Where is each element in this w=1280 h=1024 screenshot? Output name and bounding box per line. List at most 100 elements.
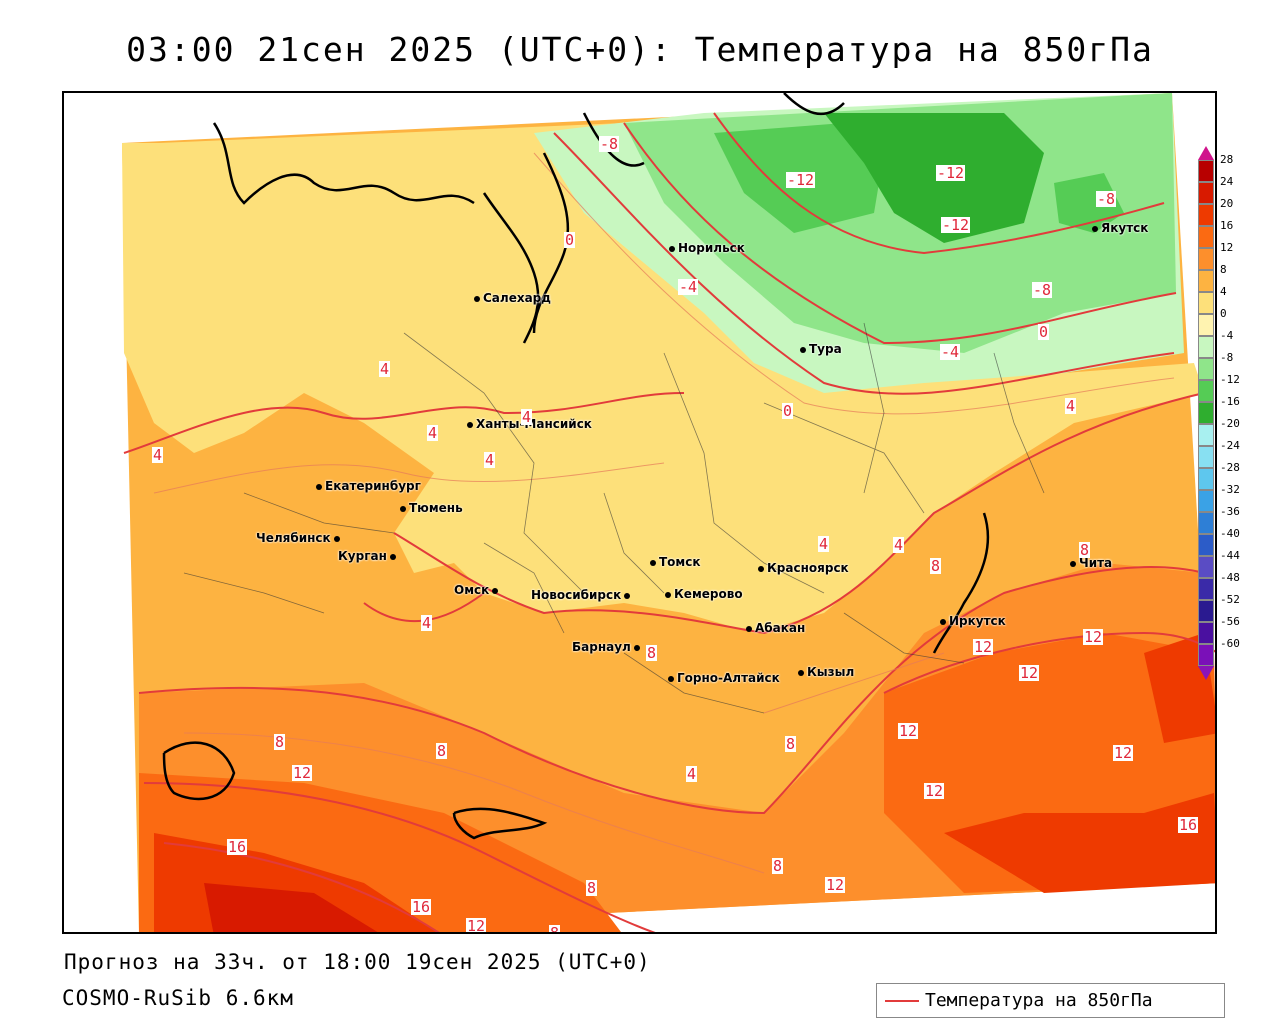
isotherm-label: 4	[818, 535, 830, 553]
scale-swatch	[1198, 160, 1214, 182]
scale-swatch	[1198, 556, 1214, 578]
city-chita: Чита	[1070, 556, 1112, 570]
isotherm-label: 4	[379, 360, 391, 378]
map-title: 03:00 21сен 2025 (UTC+0): Температура на…	[126, 30, 1154, 69]
scale-tick-label: 20	[1220, 197, 1234, 210]
scale-swatch	[1198, 292, 1214, 314]
isotherm-label: 16	[411, 898, 432, 916]
scale-swatch	[1198, 402, 1214, 424]
isotherm-label: 4	[421, 614, 433, 632]
isotherm-label: 8	[436, 742, 448, 760]
city-abakan: Абакан	[746, 621, 805, 635]
city-chelyabinsk: Челябинск	[256, 531, 343, 545]
scale-tick-label: 12	[1220, 241, 1234, 254]
city-dot-icon	[492, 587, 499, 594]
isotherm-label: 4	[152, 446, 164, 464]
isotherm-label: 8	[549, 925, 561, 932]
scale-tick-label: 4	[1220, 285, 1227, 298]
isotherm-label: -4	[678, 278, 699, 296]
isotherm-label: 0	[1038, 323, 1050, 341]
isotherm-label: 8	[586, 879, 598, 897]
legend: Температура на 850гПа	[876, 983, 1225, 1018]
city-dot-icon	[467, 421, 473, 428]
scale-tick-label: -48	[1220, 571, 1240, 584]
scale-swatch	[1198, 446, 1214, 468]
scale-arrow-up-icon	[1198, 146, 1214, 160]
city-barnaul: Барнаул	[572, 640, 643, 654]
city-krasnoyarsk: Красноярск	[758, 561, 849, 575]
city-dot-icon	[624, 592, 631, 599]
scale-swatch	[1198, 490, 1214, 512]
city-dot-icon	[389, 553, 396, 560]
scale-tick-label: 24	[1220, 175, 1234, 188]
city-dot-icon	[798, 669, 804, 676]
scale-swatch	[1198, 578, 1214, 600]
isotherm-lines	[123, 112, 1215, 932]
isotherm-label: 8	[785, 735, 797, 753]
city-dot-icon	[746, 625, 752, 632]
city-dot-icon	[940, 618, 946, 625]
isotherm-label: 4	[427, 424, 439, 442]
city-norilsk: Норильск	[669, 241, 745, 255]
isotherm-label: 12	[466, 917, 487, 934]
coastlines	[162, 93, 990, 840]
scale-tick-label: -52	[1220, 593, 1240, 606]
isotherm-label: 4	[521, 408, 533, 426]
city-kemerovo: Кемерово	[665, 587, 743, 601]
temperature-map: Салехард Норильск Якутск Тура Ханты-Манс…	[62, 91, 1217, 934]
scale-tick-label: -40	[1220, 527, 1240, 540]
scale-tick-label: -8	[1220, 351, 1234, 364]
isotherm-label: 12	[924, 782, 945, 800]
scale-tick-label: -32	[1220, 483, 1240, 496]
city-yekaterinburg: Екатеринбург	[316, 479, 421, 493]
scale-tick-label: -60	[1220, 637, 1240, 650]
isotherm-label: 8	[1079, 541, 1091, 559]
scale-tick-label: -20	[1220, 417, 1240, 430]
scale-tick-label: 16	[1220, 219, 1234, 232]
city-dot-icon	[316, 483, 322, 490]
city-dot-icon	[400, 505, 406, 512]
scale-swatch	[1198, 336, 1214, 358]
city-dot-icon	[633, 644, 640, 651]
forecast-info: Прогноз на 33ч. от 18:00 19сен 2025 (UTC…	[64, 950, 651, 974]
isotherm-label: -8	[599, 135, 620, 153]
scale-tick-label: -28	[1220, 461, 1240, 474]
isotherm-label: 12	[1019, 664, 1040, 682]
scale-tick-label: -44	[1220, 549, 1240, 562]
scale-tick-label: -12	[1220, 373, 1240, 386]
isotherm-label: -8	[1096, 190, 1117, 208]
city-dot-icon	[665, 591, 671, 598]
region-borders	[183, 322, 1045, 714]
color-scale: 28 24 20 16 12 8 4 0 -4 -8 -12 -16 -20 -24 -28 -32 -36 -4…	[1198, 146, 1240, 680]
scale-swatch	[1198, 644, 1214, 666]
isotherm-label: -12	[936, 164, 966, 182]
scale-swatch	[1198, 534, 1214, 556]
isotherm-label: 4	[1065, 397, 1077, 415]
isotherm-label: -8	[1032, 281, 1053, 299]
isotherm-label: 4	[484, 451, 496, 469]
legend-line-swatch	[885, 1000, 919, 1002]
scale-swatch	[1198, 622, 1214, 644]
isotherm-label: 8	[646, 644, 658, 662]
isotherm-label: 0	[782, 402, 794, 420]
city-novosibirsk: Новосибирск	[531, 588, 633, 602]
scale-tick-label: -16	[1220, 395, 1240, 408]
isotherm-label: 16	[1178, 816, 1199, 834]
isotherm-label: 12	[973, 638, 994, 656]
color-scale-boxes	[1198, 146, 1218, 680]
scale-swatch	[1198, 512, 1214, 534]
scale-swatch	[1198, 358, 1214, 380]
scale-swatch	[1198, 248, 1214, 270]
scale-swatch	[1198, 182, 1214, 204]
isotherm-label: 12	[1113, 744, 1134, 762]
scale-tick-label: -24	[1220, 439, 1240, 452]
city-dot-icon	[758, 565, 764, 572]
scale-tick-label: 28	[1220, 153, 1234, 166]
isotherm-label: 12	[825, 876, 846, 894]
city-dot-icon	[669, 245, 675, 252]
isotherm-label: -12	[941, 216, 971, 234]
isotherm-label: 8	[930, 557, 942, 575]
model-name: COSMO-RuSib 6.6км	[62, 986, 294, 1010]
scale-tick-label: 8	[1220, 263, 1227, 276]
city-gorno-altaysk: Горно-Алтайск	[668, 671, 780, 685]
